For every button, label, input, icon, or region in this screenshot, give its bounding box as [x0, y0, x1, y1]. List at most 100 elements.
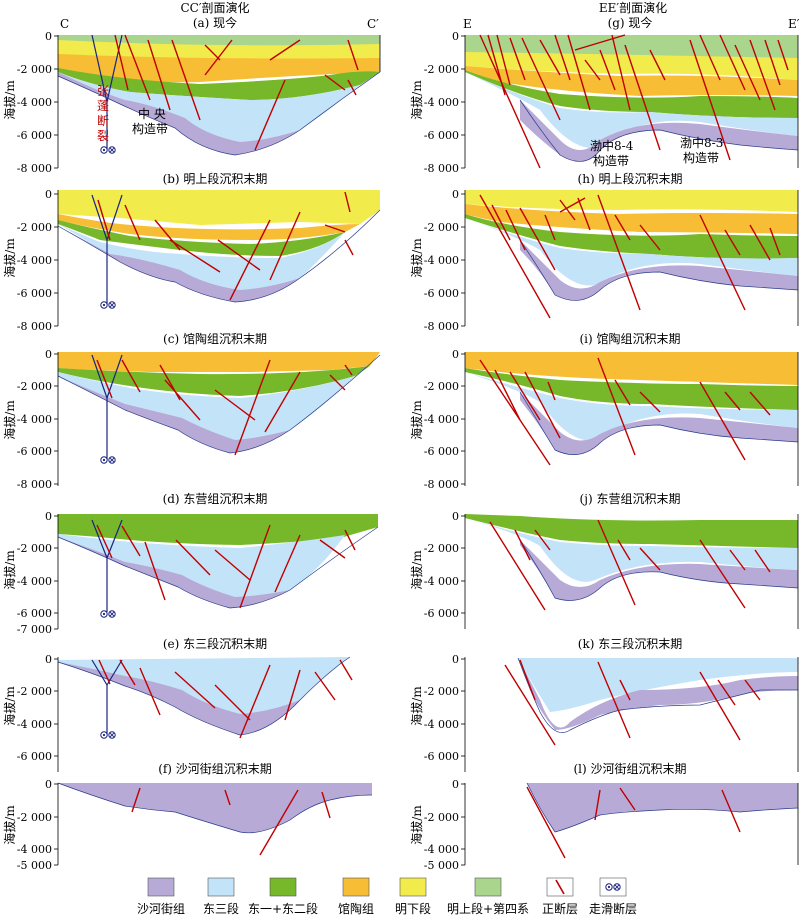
- panel-j-tick-label: -2 000: [424, 542, 459, 555]
- panel-l: (l) 沙河街组沉积末期: [464, 762, 799, 865]
- panel-c-tick-label: -8 000: [17, 478, 52, 491]
- panel-b-tick-label: 0: [45, 188, 52, 201]
- legend-item: 馆陶组: [338, 877, 374, 916]
- zhangpeng-label-2: 蓬: [97, 99, 109, 113]
- panel-l-tick-label: -5 000: [424, 859, 459, 872]
- panel-d-tick-label: -6 000: [17, 607, 52, 620]
- panel-g-tick-label: -4 000: [424, 96, 459, 109]
- panel-e-tick-label: 0: [45, 653, 52, 666]
- normal-fault-icon: [555, 879, 565, 895]
- panel-k-title: (k) 东三段沉积末期: [578, 636, 682, 651]
- panel-i-tick-label: -2 000: [424, 380, 459, 393]
- panel-a-y-axis-label: 海拔/m: [2, 80, 17, 120]
- panel-j-tick-label: 0: [452, 510, 459, 523]
- legend-label: 东三段: [203, 901, 239, 916]
- right-column-title: EE′剖面演化: [599, 0, 667, 15]
- legend-item: 正断层: [542, 877, 578, 916]
- panel-i-tick-label: -8 000: [424, 478, 459, 491]
- panel-c-tick-label: -4 000: [17, 413, 52, 426]
- bz83-label-1: 渤中8-3: [680, 135, 723, 150]
- panel-j-tick-label: -4 000: [424, 575, 459, 588]
- panel-c-y-axis-label: 海拔/m: [2, 400, 17, 440]
- panel-h-y-axis-label: 海拔/m: [409, 238, 424, 278]
- panel-i-tick-label: -6 000: [424, 445, 459, 458]
- zhangpeng-label-1: 张: [97, 84, 109, 98]
- panel-b-tick-label: -2 000: [17, 221, 52, 234]
- panel-f-tick-label: -2 000: [17, 811, 52, 824]
- legend-item: 沙河街组: [137, 877, 185, 916]
- legend-label: 明下段: [395, 901, 431, 916]
- zhangpeng-label-3: 断: [97, 113, 109, 128]
- section-end-e-prime: E′: [788, 17, 800, 31]
- panel-h-tick-label: -8 000: [424, 320, 459, 333]
- bz84-label-2: 构造带: [593, 153, 629, 168]
- panel-c: (c) 馆陶组沉积末期: [57, 331, 381, 486]
- axes-layer: 0 -2 000 -4 000 -6 000 -8 000 海拔/m 0 -2 000 -4 0…: [2, 30, 465, 872]
- panel-a-tick-label: -6 000: [17, 129, 52, 142]
- central-zone-label-2: 构造带: [132, 121, 168, 136]
- panel-f: (f) 沙河街组沉积末期: [57, 762, 373, 865]
- panel-b-tick-label: -4 000: [17, 254, 52, 267]
- legend-item: 东三段: [203, 877, 239, 916]
- legend-item: 走滑断层: [589, 877, 637, 916]
- panel-h-title: (h) 明上段沉积末期: [578, 171, 683, 186]
- panel-k-tick-label: 0: [452, 653, 459, 666]
- panel-l-tick-label: 0: [452, 778, 459, 791]
- panel-l-title: (l) 沙河街组沉积末期: [573, 762, 686, 776]
- panel-f-title: (f) 沙河街组沉积末期: [158, 762, 272, 776]
- panel-b-y-axis-label: 海拔/m: [2, 238, 17, 278]
- section-end-c-prime: C′: [367, 17, 379, 31]
- panel-d-y-axis-label: 海拔/m: [2, 550, 17, 590]
- panel-l-tick-label: -4 000: [424, 843, 459, 856]
- panel-d-tick-label: -7 000: [17, 623, 52, 636]
- panel-i: (i) 馆陶组沉积末期: [464, 331, 799, 486]
- panel-g-tick-label: -2 000: [424, 63, 459, 76]
- panel-h-tick-label: -2 000: [424, 221, 459, 234]
- panel-a-tick-label: -4 000: [17, 96, 52, 109]
- panel-j-tick-label: -6 000: [424, 607, 459, 620]
- panel-a-tick-label: -8 000: [17, 162, 52, 175]
- section-end-c: C: [60, 17, 69, 31]
- legend: 沙河街组 东三段 东一+东二段 馆陶组 明下段 明上段+第四系 正断层 走滑断层: [137, 877, 637, 916]
- panel-b-title: (b) 明上段沉积末期: [163, 171, 268, 186]
- panel-f-y-axis-label: 海拔/m: [2, 805, 17, 845]
- panel-b-tick-label: -6 000: [17, 287, 52, 300]
- panel-d-tick-label: -4 000: [17, 575, 52, 588]
- panel-j: (j) 东营组沉积末期: [464, 492, 799, 629]
- panel-h-tick-label: -6 000: [424, 287, 459, 300]
- panel-e-y-axis-label: 海拔/m: [2, 686, 17, 726]
- panel-e: (e) 东三段沉积末期: [57, 636, 353, 772]
- panel-g-title: (g) 现今: [608, 15, 653, 30]
- legend-swatch: [399, 877, 427, 897]
- bz84-label-1: 渤中8-4: [590, 138, 634, 153]
- panel-i-tick-label: 0: [452, 348, 459, 361]
- panel-e-tick-label: -4 000: [17, 718, 52, 731]
- panel-a-tick-label: -2 000: [17, 63, 52, 76]
- panel-d-tick-label: -2 000: [17, 542, 52, 555]
- panel-a-tick-label: 0: [45, 30, 52, 43]
- legend-label: 正断层: [542, 901, 578, 916]
- panel-l-tick-label: -2 000: [424, 811, 459, 824]
- panel-d: (d) 东营组沉积末期: [57, 492, 379, 629]
- legend-label: 馆陶组: [338, 901, 374, 916]
- legend-item: 明下段: [395, 877, 431, 916]
- legend-item: 东一+东二段: [248, 877, 318, 916]
- panel-k-tick-label: -4 000: [424, 718, 459, 731]
- panel-g-tick-label: 0: [452, 30, 459, 43]
- panel-c-tick-label: -6 000: [17, 445, 52, 458]
- panel-j-y-axis-label: 海拔/m: [409, 550, 424, 590]
- legend-item: 明上段+第四系: [447, 877, 529, 916]
- panel-a-title: (a) 现今: [193, 15, 237, 30]
- panel-h-tick-label: 0: [452, 188, 459, 201]
- legend-label: 沙河街组: [137, 902, 185, 916]
- panel-i-title: (i) 馆陶组沉积末期: [579, 331, 680, 346]
- panel-g-tick-label: -8 000: [424, 162, 459, 175]
- legend-swatch: [207, 877, 235, 897]
- panel-h: (h) 明上段沉积末期: [464, 171, 799, 326]
- panel-k-tick-label: -2 000: [424, 685, 459, 698]
- legend-swatch: [342, 877, 370, 897]
- panel-f-tick-label: -5 000: [17, 859, 52, 872]
- panel-i-tick-label: -4 000: [424, 413, 459, 426]
- panel-d-tick-label: 0: [45, 510, 52, 523]
- central-zone-label-1: 中 央: [138, 106, 166, 121]
